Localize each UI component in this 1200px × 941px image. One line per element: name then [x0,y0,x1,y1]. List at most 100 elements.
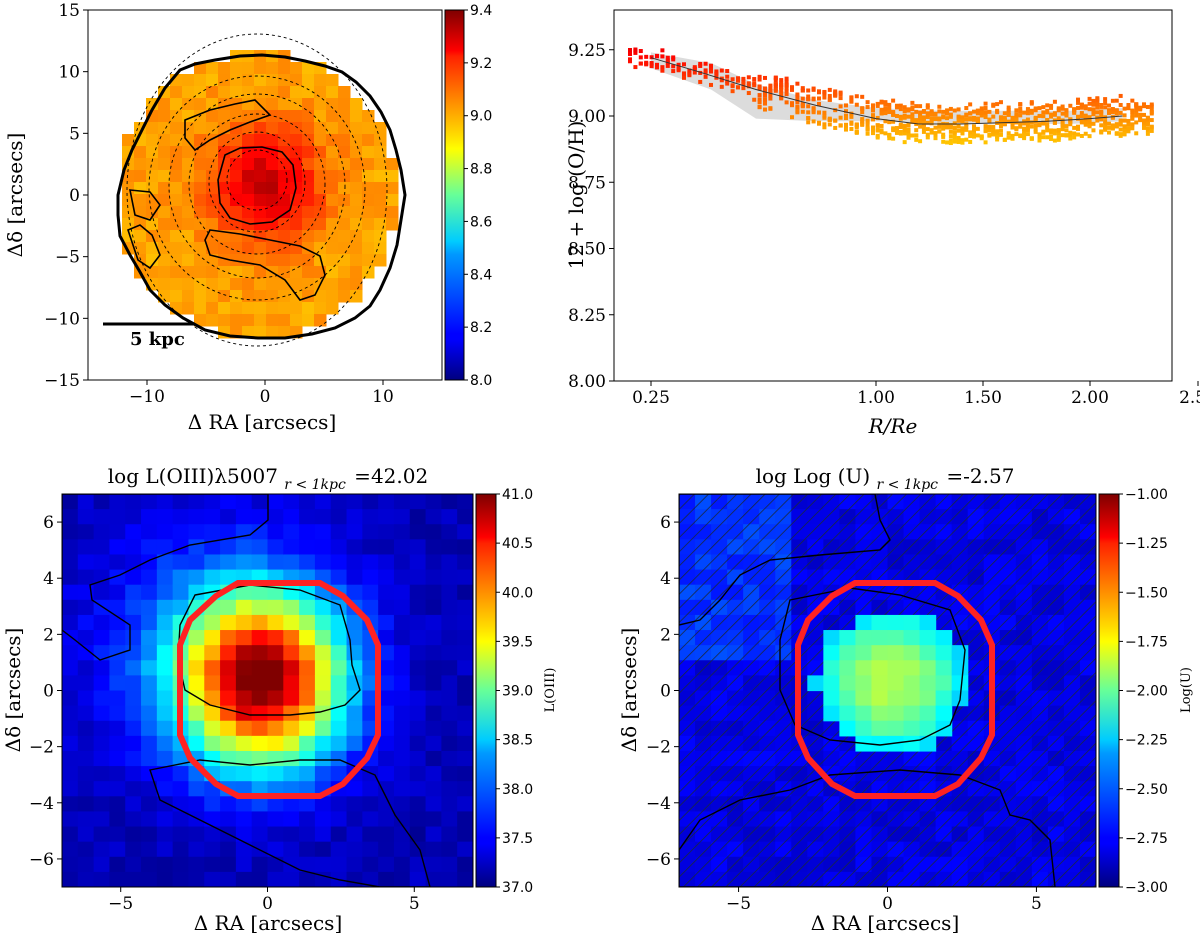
data-point [1095,97,1100,102]
map-pixel [77,599,95,616]
map-pixel [141,569,158,586]
map-pixel [302,278,315,291]
map-pixel [267,781,284,797]
data-point [1126,102,1131,107]
map-pixel [350,218,363,231]
map-pixel [218,110,231,123]
data-point [1022,132,1027,137]
map-pixel [457,690,473,707]
map-pixel [855,690,873,707]
data-point [1018,113,1023,118]
panel-title: log Log (U) r < 1kpc =-2.57 [756,464,1015,493]
map-pixel [919,735,937,752]
map-pixel [283,554,300,571]
map-pixel [338,146,351,159]
map-pixel [182,206,195,219]
map-pixel [346,796,363,813]
map-pixel [314,614,332,631]
map-pixel [220,675,237,692]
map-pixel [290,122,303,135]
map-pixel [156,614,174,631]
map-pixel [220,630,237,646]
map-pixel [386,194,399,207]
map-pixel [141,720,158,737]
map-pixel [218,242,231,255]
map-pixel [935,675,953,692]
data-point [1068,122,1073,127]
data-point [719,84,724,89]
map-pixel [230,74,243,87]
map-pixel [314,494,332,510]
data-point [1056,106,1061,111]
map-pixel [93,690,111,707]
data-point [1079,133,1084,138]
map-pixel [823,630,840,646]
map-pixel [278,182,291,195]
map-pixel [62,856,79,873]
map-pixel [156,841,174,858]
map-pixel [302,302,315,315]
data-point [1079,111,1084,116]
map-pixel [386,158,399,171]
map-pixel [326,146,339,159]
data-point [779,78,784,83]
map-pixel [409,811,427,828]
data-point [902,140,907,145]
map-pixel [182,182,195,195]
map-pixel [346,705,363,722]
map-pixel [235,735,253,752]
data-point [1130,126,1135,131]
map-pixel [314,660,332,676]
map-pixel [251,509,269,525]
map-pixel [251,539,269,556]
map-pixel [283,811,300,828]
data-point [975,116,980,121]
data-point [960,138,965,143]
map-pixel [409,675,427,692]
map-pixel [919,630,937,646]
colorbar-tick-label: 40.0 [502,585,533,601]
map-pixel [251,645,269,661]
data-point [768,106,773,111]
map-pixel [251,584,269,601]
data-point [1091,98,1096,103]
map-pixel [409,614,427,631]
map-pixel [441,494,458,510]
map-pixel [374,122,387,135]
map-pixel [134,182,147,195]
data-point [1072,110,1077,115]
data-point [1060,127,1065,132]
data-point [914,104,919,109]
map-pixel [302,194,315,207]
map-pixel [346,781,363,797]
map-pixel [93,811,111,828]
map-pixel [254,314,267,327]
map-pixel [206,158,219,171]
data-point [1022,134,1027,139]
data-point [811,106,816,111]
map-pixel [314,630,332,646]
data-point [941,114,946,119]
map-pixel [457,569,473,586]
map-pixel [871,705,889,722]
data-point [1010,125,1015,130]
map-pixel [362,781,379,797]
map-pixel [109,584,126,601]
map-pixel [188,584,205,601]
map-pixel [457,599,473,616]
data-point [741,86,746,91]
data-point [714,69,719,74]
data-point [1076,124,1081,129]
data-point [871,113,875,118]
map-pixel [77,494,95,510]
data-point [741,81,746,86]
data-point [983,127,988,132]
map-pixel [839,645,857,661]
map-pixel [378,720,395,737]
data-point [964,127,969,132]
data-point [987,117,992,122]
data-point [941,139,946,144]
data-point [921,115,926,120]
map-pixel [204,614,221,631]
map-pixel [62,735,79,752]
